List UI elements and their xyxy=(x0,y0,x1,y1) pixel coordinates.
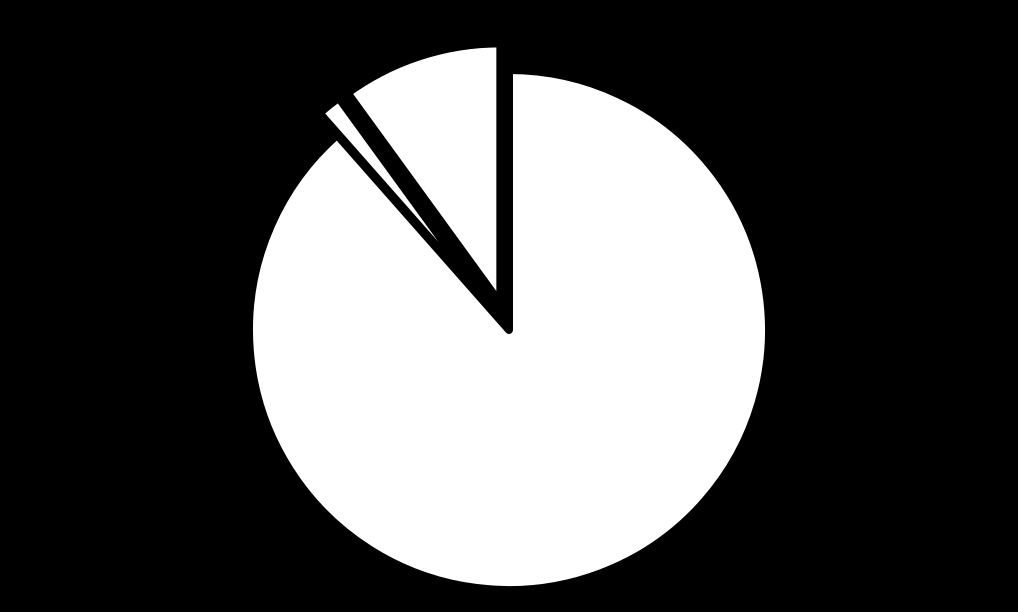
pie-slice-0 xyxy=(249,70,769,590)
pie-chart-svg xyxy=(0,0,1018,612)
pie-chart xyxy=(0,0,1018,612)
